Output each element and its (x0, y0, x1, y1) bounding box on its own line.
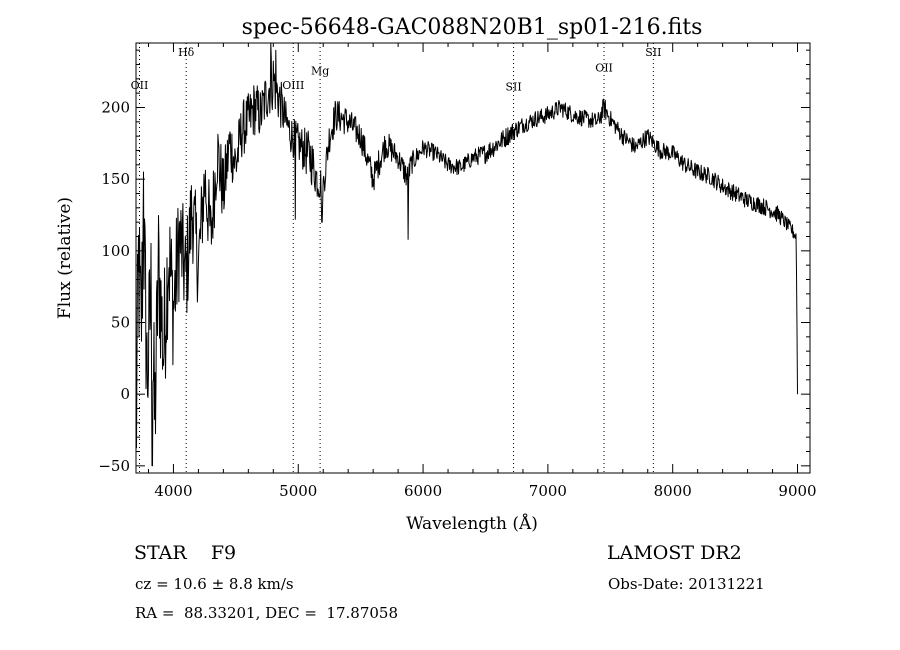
y-tick-label: −50 (98, 457, 130, 475)
line-marker-label: OII (131, 79, 149, 92)
survey-name: LAMOST DR2 (607, 542, 742, 564)
flux-line (135, 42, 798, 467)
sky-coordinates: RA = 88.33201, DEC = 17.87058 (135, 604, 399, 622)
x-axis-label: Wavelength (Å) (406, 513, 538, 534)
line-marker-label: OIII (282, 79, 304, 92)
x-tick-label: 5000 (279, 482, 317, 500)
x-tick-label: 6000 (404, 482, 442, 500)
line-marker-label: SII (505, 80, 521, 93)
chart-title: spec-56648-GAC088N20B1_sp01-216.fits (242, 15, 703, 40)
y-tick-label: 200 (101, 99, 130, 117)
line-marker-label: SII (645, 46, 661, 59)
x-axis: 4000 5000 6000 7000 8000 9000 (147, 43, 817, 500)
object-class: STAR F9 (134, 542, 237, 564)
x-tick-label: 9000 (778, 482, 816, 500)
line-marker-label: Mg (311, 65, 329, 78)
y-tick-label: 0 (120, 385, 130, 403)
plot-frame (135, 42, 811, 474)
y-axis: −50 0 50 100 150 200 (98, 49, 810, 475)
redshift-velocity: cz = 10.6 ± 8.8 km/s (135, 575, 294, 593)
spectrum-series (135, 42, 798, 467)
x-tick-label: 4000 (154, 482, 192, 500)
spectral-line-markers: OII Hδ OIII Mg SII OII SII (131, 43, 661, 473)
y-axis-label: Flux (relative) (55, 197, 75, 319)
y-tick-label: 50 (111, 314, 130, 332)
observation-date: Obs-Date: 20131221 (608, 575, 765, 593)
line-marker-label: OII (595, 62, 613, 75)
y-tick-label: 100 (101, 242, 130, 260)
y-tick-label: 150 (101, 170, 130, 188)
line-marker-label: Hδ (178, 46, 195, 59)
x-tick-label: 7000 (529, 482, 567, 500)
x-tick-label: 8000 (654, 482, 692, 500)
